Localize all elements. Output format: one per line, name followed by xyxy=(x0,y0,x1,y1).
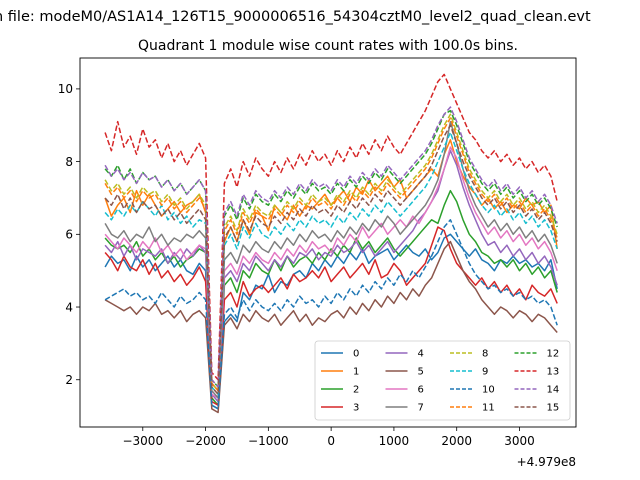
x-offset-label: +4.979e8 xyxy=(517,455,576,469)
legend-label-11: 11 xyxy=(482,403,495,414)
series-line-10 xyxy=(104,219,558,410)
axes-frame xyxy=(79,57,577,428)
series-layer xyxy=(104,73,558,414)
legend-label-3: 3 xyxy=(353,403,359,414)
legend-label-6: 6 xyxy=(418,385,424,396)
legend-label-15: 15 xyxy=(547,403,560,414)
series-line-4 xyxy=(104,149,558,403)
y-tick-label: 8 xyxy=(65,155,73,169)
legend-label-2: 2 xyxy=(353,385,359,396)
x-axis: −3000 −2000 −1000 0 1000 2000 3000 xyxy=(122,427,535,448)
series-line-14 xyxy=(104,106,558,388)
series-line-13 xyxy=(104,73,558,381)
legend-label-7: 7 xyxy=(418,403,424,414)
x-tick-label: −2000 xyxy=(185,434,226,448)
x-tick-label: 2000 xyxy=(441,434,472,448)
series-line-9 xyxy=(104,131,558,396)
series-line-6 xyxy=(104,146,558,399)
x-tick-label: 1000 xyxy=(379,434,410,448)
y-tick-label: 6 xyxy=(65,228,73,242)
chart-title: Quadrant 1 module wise count rates with … xyxy=(138,38,518,54)
series-line-5 xyxy=(104,240,558,414)
legend-label-8: 8 xyxy=(482,349,488,360)
x-tick-label: −1000 xyxy=(248,434,289,448)
y-tick-label: 2 xyxy=(65,373,73,387)
legend-label-12: 12 xyxy=(547,349,560,360)
series-line-8 xyxy=(104,113,558,392)
legend-label-4: 4 xyxy=(418,349,424,360)
legend-label-9: 9 xyxy=(482,367,488,378)
y-tick-label: 4 xyxy=(65,300,73,314)
x-tick-label: −3000 xyxy=(122,434,163,448)
y-tick-label: 10 xyxy=(58,82,73,96)
y-axis: 2 4 6 8 10 xyxy=(58,82,80,387)
legend-label-0: 0 xyxy=(353,349,359,360)
legend-label-13: 13 xyxy=(547,367,560,378)
legend-label-14: 14 xyxy=(547,385,560,396)
series-line-12 xyxy=(104,109,558,388)
legend-label-1: 1 xyxy=(353,367,359,378)
series-line-3 xyxy=(104,226,558,406)
series-line-15 xyxy=(104,124,558,396)
x-tick-label: 0 xyxy=(327,434,335,448)
series-line-2 xyxy=(104,189,558,406)
figure-suptitle: n file: modeM0/AS1A14_126T15_9000006516_… xyxy=(0,9,591,25)
x-tick-label: 3000 xyxy=(504,434,535,448)
legend-box xyxy=(314,340,571,421)
legend-label-10: 10 xyxy=(482,385,495,396)
legend-label-5: 5 xyxy=(418,367,424,378)
series-line-7 xyxy=(104,120,558,399)
series-line-11 xyxy=(104,117,558,392)
